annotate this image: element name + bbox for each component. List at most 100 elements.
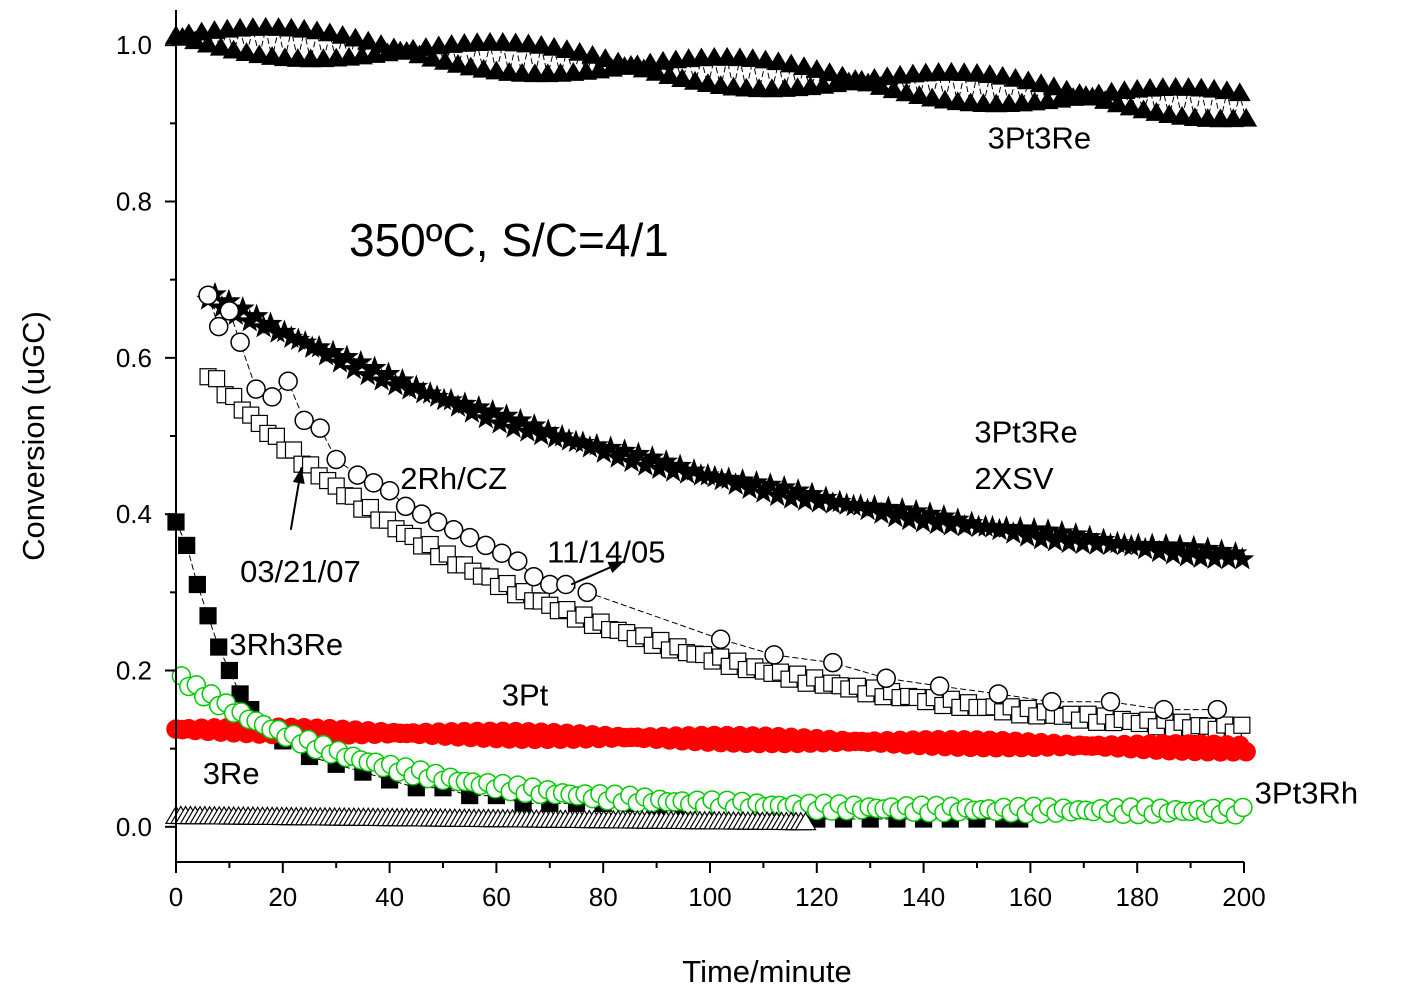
data-point — [1171, 105, 1194, 125]
x-tick-label: 200 — [1222, 882, 1265, 912]
arrow-head — [607, 561, 625, 573]
data-point — [362, 355, 387, 379]
data-point — [904, 498, 929, 522]
data-point — [794, 811, 817, 831]
annotation-label: 3Pt3Re — [988, 120, 1091, 155]
data-point — [1036, 518, 1060, 541]
data-point — [1181, 534, 1206, 558]
data-point — [556, 574, 576, 595]
annotation-label: 3Rh3Re — [229, 627, 343, 662]
data-point — [278, 371, 298, 392]
series-7 — [164, 805, 817, 831]
data-point — [188, 575, 206, 594]
data-point — [293, 18, 316, 38]
data-point — [390, 367, 415, 391]
data-point — [1042, 692, 1062, 712]
data-point — [220, 661, 238, 680]
data-point — [267, 17, 290, 36]
data-point — [427, 512, 448, 532]
data-point — [1030, 73, 1053, 93]
data-point — [376, 361, 401, 385]
data-point — [459, 56, 482, 76]
x-axis-title: Time/minute — [682, 954, 851, 989]
data-point — [208, 316, 229, 337]
data-point — [1195, 536, 1220, 559]
data-point — [1154, 699, 1174, 720]
data-point — [710, 629, 731, 649]
data-point — [198, 285, 218, 306]
data-point — [1183, 107, 1206, 127]
x-tick-label: 40 — [375, 882, 404, 912]
x-tick-label: 180 — [1116, 882, 1159, 912]
data-point — [1049, 519, 1074, 543]
data-point — [466, 394, 491, 418]
y-tick-label: 0.8 — [116, 187, 152, 217]
data-point — [196, 33, 220, 53]
data-point — [231, 685, 249, 703]
data-point — [991, 65, 1014, 85]
data-point — [459, 527, 480, 548]
data-point — [933, 89, 957, 109]
data-point — [453, 391, 477, 414]
annotation-label: 2XSV — [974, 461, 1054, 496]
data-point — [517, 33, 540, 53]
data-point — [219, 301, 240, 321]
y-axis-title: Conversion (uGC) — [16, 311, 51, 561]
data-point — [640, 445, 665, 468]
data-point — [494, 403, 519, 426]
data-point — [1017, 70, 1040, 90]
series-2 — [199, 368, 1251, 741]
annotation-label: 3Re — [203, 756, 260, 791]
data-point — [744, 469, 769, 493]
data-point — [244, 303, 269, 327]
data-point — [1119, 96, 1142, 116]
data-point — [1106, 93, 1130, 113]
data-point — [258, 311, 283, 334]
series-3 — [198, 285, 1228, 720]
data-point — [709, 75, 732, 94]
data-point — [577, 582, 597, 603]
x-tick-label: 140 — [902, 882, 945, 912]
data-marks — [164, 16, 1258, 831]
annotation-label: 3Pt3Rh — [1255, 775, 1358, 810]
series-6 — [171, 666, 1253, 825]
data-point — [1168, 533, 1192, 557]
data-point — [508, 551, 528, 571]
data-point — [823, 652, 843, 673]
data-point — [347, 465, 368, 485]
data-point — [305, 20, 329, 40]
data-point — [248, 44, 271, 64]
data-point — [1203, 78, 1226, 98]
data-point — [1228, 82, 1251, 102]
data-point — [508, 407, 533, 431]
annotation-label: 3Pt3Re — [974, 414, 1077, 449]
annotation-label: 3Pt — [502, 678, 549, 713]
data-point — [262, 387, 282, 407]
data-point — [598, 435, 623, 458]
data-point — [1100, 692, 1121, 712]
data-point — [764, 645, 784, 665]
data-point — [348, 349, 373, 373]
data-point — [741, 48, 764, 68]
data-point — [178, 536, 196, 555]
data-point — [475, 535, 496, 556]
data-point — [658, 65, 681, 84]
data-point — [1174, 544, 1199, 567]
data-point — [210, 638, 228, 656]
series-0 — [164, 16, 1258, 128]
data-point — [988, 684, 1009, 704]
data-point — [728, 47, 751, 67]
y-tick-label: 0.2 — [116, 655, 152, 685]
data-point — [1207, 699, 1228, 720]
data-point — [235, 42, 258, 62]
annotation-label: 2Rh/CZ — [400, 461, 507, 496]
x-tick-label: 100 — [688, 882, 731, 912]
data-point — [318, 22, 341, 42]
data-point — [1042, 76, 1065, 96]
data-point — [1233, 797, 1253, 818]
data-point — [581, 44, 604, 64]
data-point — [786, 478, 811, 501]
data-point — [1235, 107, 1258, 127]
data-point — [344, 27, 367, 47]
